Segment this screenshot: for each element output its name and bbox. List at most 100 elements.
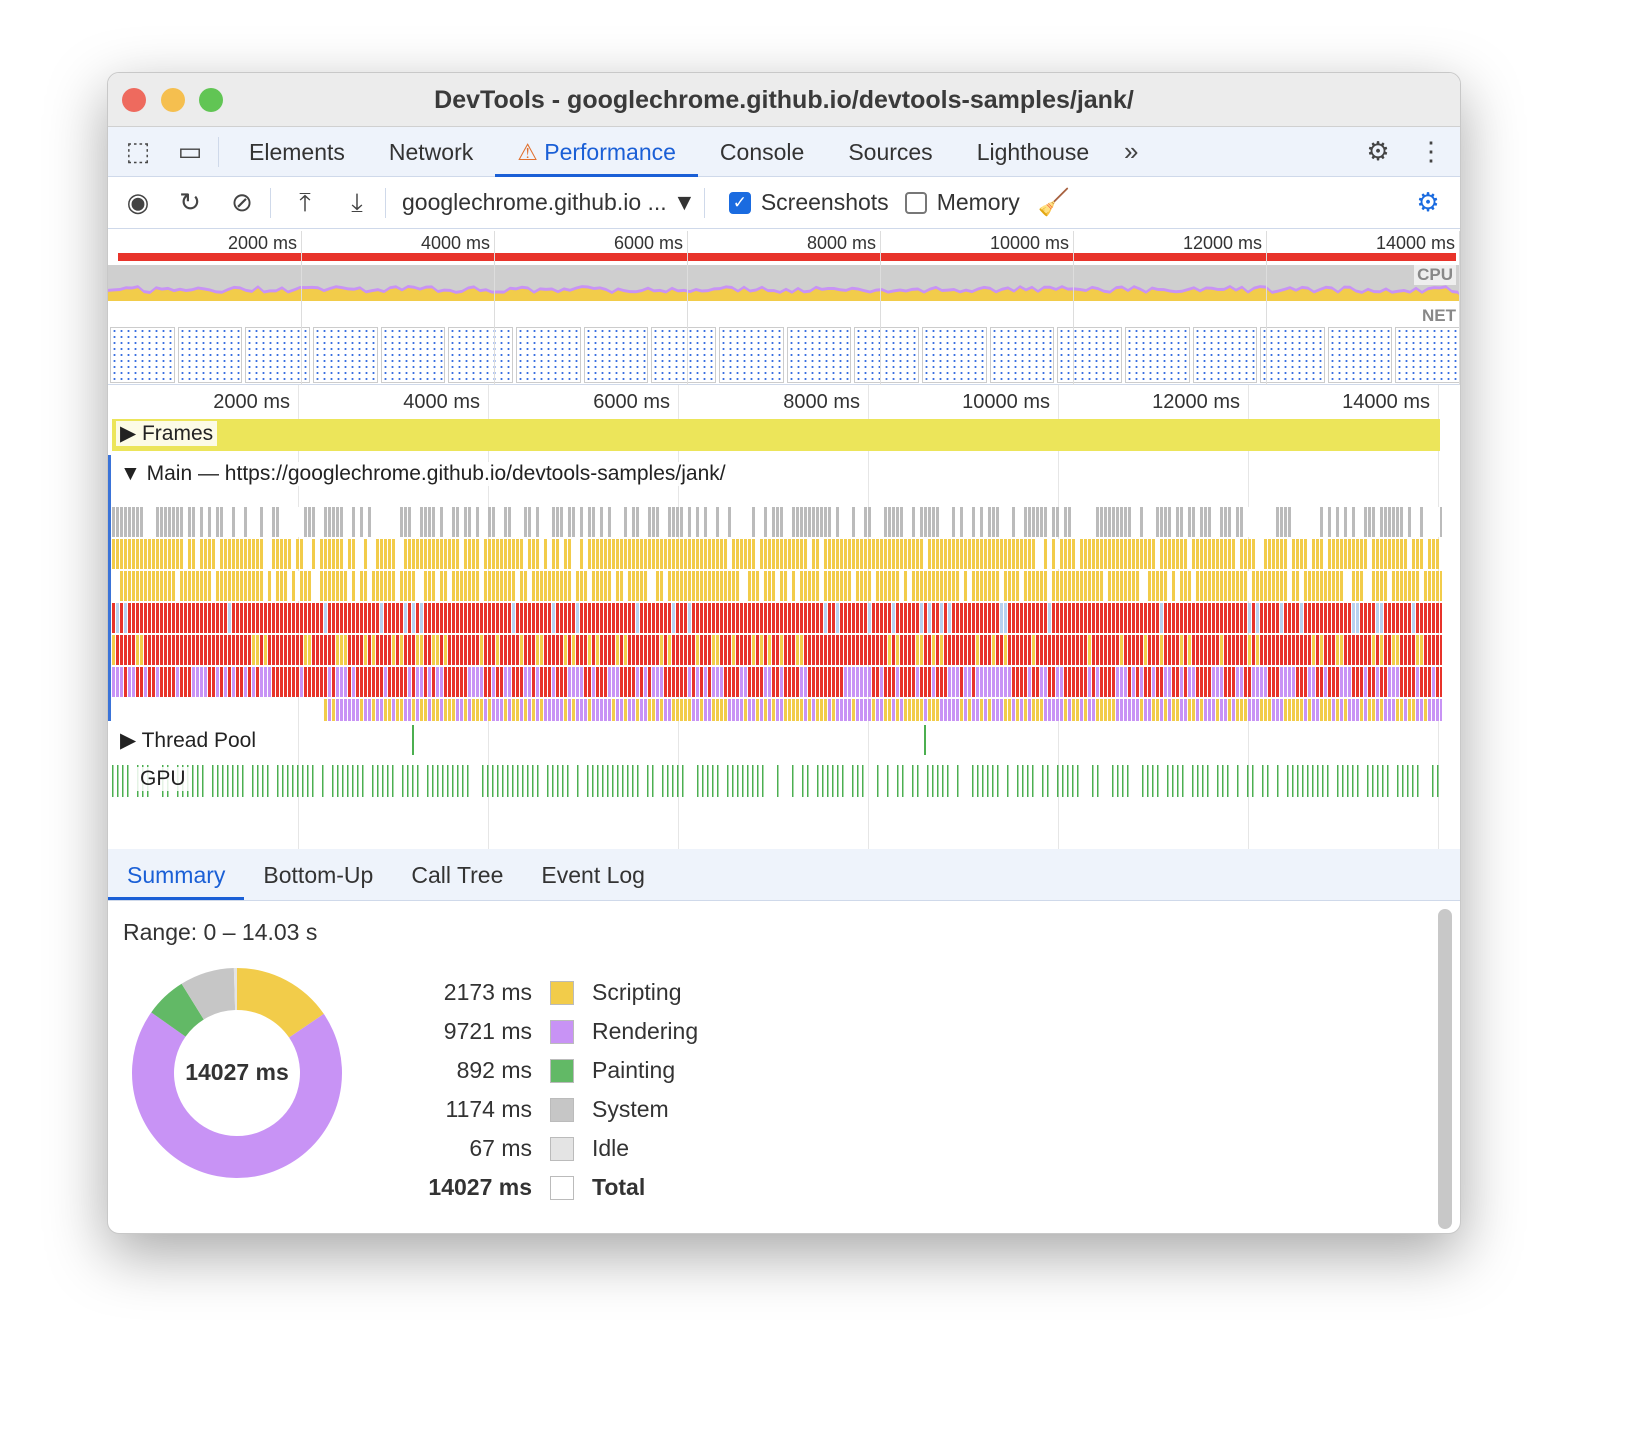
- legend-value: 67 ms: [408, 1135, 532, 1162]
- screenshot-thumbnail[interactable]: [1260, 327, 1325, 383]
- legend-label: Painting: [592, 1057, 675, 1084]
- screenshot-thumbnail[interactable]: [1125, 327, 1190, 383]
- overview-tick: 4000 ms: [404, 233, 490, 254]
- screenshot-thumbnail[interactable]: [110, 327, 175, 383]
- legend-value: 892 ms: [408, 1057, 532, 1084]
- timeline-tick: 14000 ms: [1340, 391, 1430, 414]
- url-select[interactable]: googlechrome.github.io ... ▼: [402, 189, 696, 216]
- device-toolbar-icon[interactable]: ▭: [170, 132, 210, 172]
- tab-call-tree[interactable]: Call Tree: [392, 849, 522, 900]
- tab-network[interactable]: Network: [367, 127, 495, 177]
- legend-item-idle: 67 ms Idle: [408, 1135, 629, 1162]
- settings-gear-icon[interactable]: ⚙: [1358, 132, 1398, 172]
- legend-label: Total: [592, 1174, 645, 1201]
- screenshot-thumbnail[interactable]: [787, 327, 852, 383]
- tab-lighthouse[interactable]: Lighthouse: [955, 127, 1112, 177]
- tab-sources[interactable]: Sources: [826, 127, 954, 177]
- tab-console[interactable]: Console: [698, 127, 826, 177]
- more-options-icon[interactable]: ⋮: [1411, 132, 1451, 172]
- inspect-element-icon[interactable]: ⬚: [118, 132, 158, 172]
- devtools-window: DevTools - googlechrome.github.io/devtoo…: [107, 72, 1461, 1234]
- scrollbar[interactable]: [1438, 909, 1452, 1229]
- screenshots-strip: [110, 327, 1460, 383]
- net-label: NET: [1422, 306, 1456, 326]
- upload-icon[interactable]: ⤒: [285, 183, 325, 223]
- gpu-track-label[interactable]: GPU: [136, 767, 190, 791]
- screenshot-thumbnail[interactable]: [584, 327, 649, 383]
- legend-label: Scripting: [592, 979, 681, 1006]
- screenshot-thumbnail[interactable]: [651, 327, 716, 383]
- timeline-tick: 12000 ms: [1150, 391, 1240, 414]
- tab-elements[interactable]: Elements: [227, 127, 367, 177]
- timeline-tick: 4000 ms: [390, 391, 480, 414]
- screenshot-thumbnail[interactable]: [1057, 327, 1122, 383]
- memory-checkbox[interactable]: [905, 192, 927, 214]
- screenshot-thumbnail[interactable]: [448, 327, 513, 383]
- donut-total: 14027 ms: [127, 1059, 347, 1086]
- screenshot-thumbnail[interactable]: [854, 327, 919, 383]
- legend-swatch: [550, 1059, 574, 1083]
- clear-icon[interactable]: ⊘: [222, 183, 262, 223]
- legend-item-total: 14027 ms Total: [408, 1174, 645, 1201]
- screenshot-thumbnail[interactable]: [381, 327, 446, 383]
- overview-tick: 6000 ms: [597, 233, 683, 254]
- screenshot-thumbnail[interactable]: [719, 327, 784, 383]
- memory-label: Memory: [937, 189, 1020, 216]
- panel-tabs: ⬚ ▭ Elements Network ⚠ Performance Conso…: [108, 127, 1460, 177]
- reload-record-icon[interactable]: ↻: [170, 183, 210, 223]
- url-select-value: googlechrome.github.io ...: [402, 189, 667, 215]
- minimize-window-button[interactable]: [161, 88, 185, 112]
- cpu-label: CPU: [1414, 265, 1456, 285]
- legend-swatch: [550, 1020, 574, 1044]
- screenshots-checkbox[interactable]: ✓: [729, 192, 751, 214]
- timeline-overview[interactable]: CPU NET 2000 ms 4000 ms 6000 ms 8000 ms 1000…: [108, 231, 1461, 385]
- legend-item-rendering: 9721 ms Rendering: [408, 1018, 698, 1045]
- screenshot-thumbnail[interactable]: [990, 327, 1055, 383]
- summary-panel: Range: 0 – 14.03 s 14027 ms 2173 ms Scrip…: [108, 901, 1461, 1234]
- legend-value: 14027 ms: [408, 1174, 532, 1201]
- frames-track[interactable]: [112, 419, 1440, 451]
- tab-event-log[interactable]: Event Log: [522, 849, 664, 900]
- main-thread-flame[interactable]: [112, 491, 1442, 721]
- details-tabs: Summary Bottom-Up Call Tree Event Log: [108, 849, 1461, 901]
- timeline-tick: 8000 ms: [770, 391, 860, 414]
- close-window-button[interactable]: [122, 88, 146, 112]
- overview-tick: 14000 ms: [1369, 233, 1455, 254]
- cpu-chart: [108, 265, 1461, 301]
- warning-icon: ⚠: [517, 139, 538, 165]
- record-icon[interactable]: ◉: [118, 183, 158, 223]
- more-tabs-icon[interactable]: »: [1111, 132, 1151, 172]
- capture-settings-gear-icon[interactable]: ⚙: [1408, 183, 1448, 223]
- dropdown-arrow-icon: ▼: [667, 189, 696, 215]
- timeline-tick: 6000 ms: [580, 391, 670, 414]
- thread-pool-event: [412, 725, 414, 755]
- legend-label: Idle: [592, 1135, 629, 1162]
- thread-pool-event: [924, 725, 926, 755]
- legend-label: System: [592, 1096, 669, 1123]
- tab-bottom-up[interactable]: Bottom-Up: [244, 849, 392, 900]
- overview-tick: 8000 ms: [790, 233, 876, 254]
- tab-performance[interactable]: ⚠ Performance: [495, 127, 698, 177]
- range-label: Range: 0 – 14.03 s: [123, 919, 317, 946]
- screenshot-thumbnail[interactable]: [1395, 327, 1460, 383]
- tab-summary[interactable]: Summary: [108, 849, 244, 900]
- frames-track-label[interactable]: ▶ Frames: [116, 421, 217, 446]
- flame-chart[interactable]: 2000 ms 4000 ms 6000 ms 8000 ms 10000 ms 1200…: [108, 385, 1461, 849]
- maximize-window-button[interactable]: [199, 88, 223, 112]
- screenshot-thumbnail[interactable]: [1193, 327, 1258, 383]
- screenshot-thumbnail[interactable]: [516, 327, 581, 383]
- gpu-track: [112, 765, 1442, 797]
- timeline-tick: 10000 ms: [960, 391, 1050, 414]
- screenshots-label: Screenshots: [761, 189, 889, 216]
- legend-item-scripting: 2173 ms Scripting: [408, 979, 681, 1006]
- screenshot-thumbnail[interactable]: [178, 327, 243, 383]
- screenshot-thumbnail[interactable]: [313, 327, 378, 383]
- main-track-label[interactable]: ▼ Main — https://googlechrome.github.io/…: [116, 462, 730, 486]
- track-selection-indicator: [108, 455, 111, 721]
- screenshot-thumbnail[interactable]: [1328, 327, 1393, 383]
- screenshot-thumbnail[interactable]: [922, 327, 987, 383]
- download-icon[interactable]: ⤓: [337, 183, 377, 223]
- timeline-tick: 2000 ms: [200, 391, 290, 414]
- thread-pool-track-label[interactable]: ▶ Thread Pool: [116, 728, 260, 753]
- garbage-collect-icon[interactable]: 🧹: [1034, 183, 1074, 223]
